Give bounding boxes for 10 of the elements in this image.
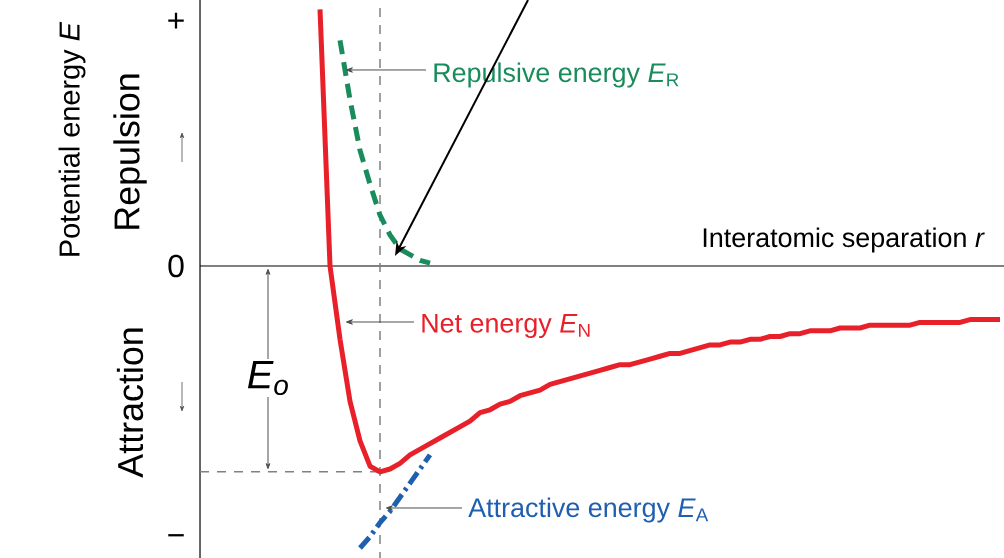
text: − [168,534,184,537]
y-axis-title: Potential energy E [58,21,86,256]
annotation: E$_{o}$ [247,360,288,396]
text: 0 [168,254,184,278]
x-axis-title: Interatomic separation r [703,227,985,253]
text: Repulsion [113,74,147,229]
text: Attractive energy E$_{A}$ [468,497,709,523]
text: + [168,12,184,29]
series-label: Net energy E$_{N}$ [422,313,590,339]
text: Attraction [116,328,144,478]
